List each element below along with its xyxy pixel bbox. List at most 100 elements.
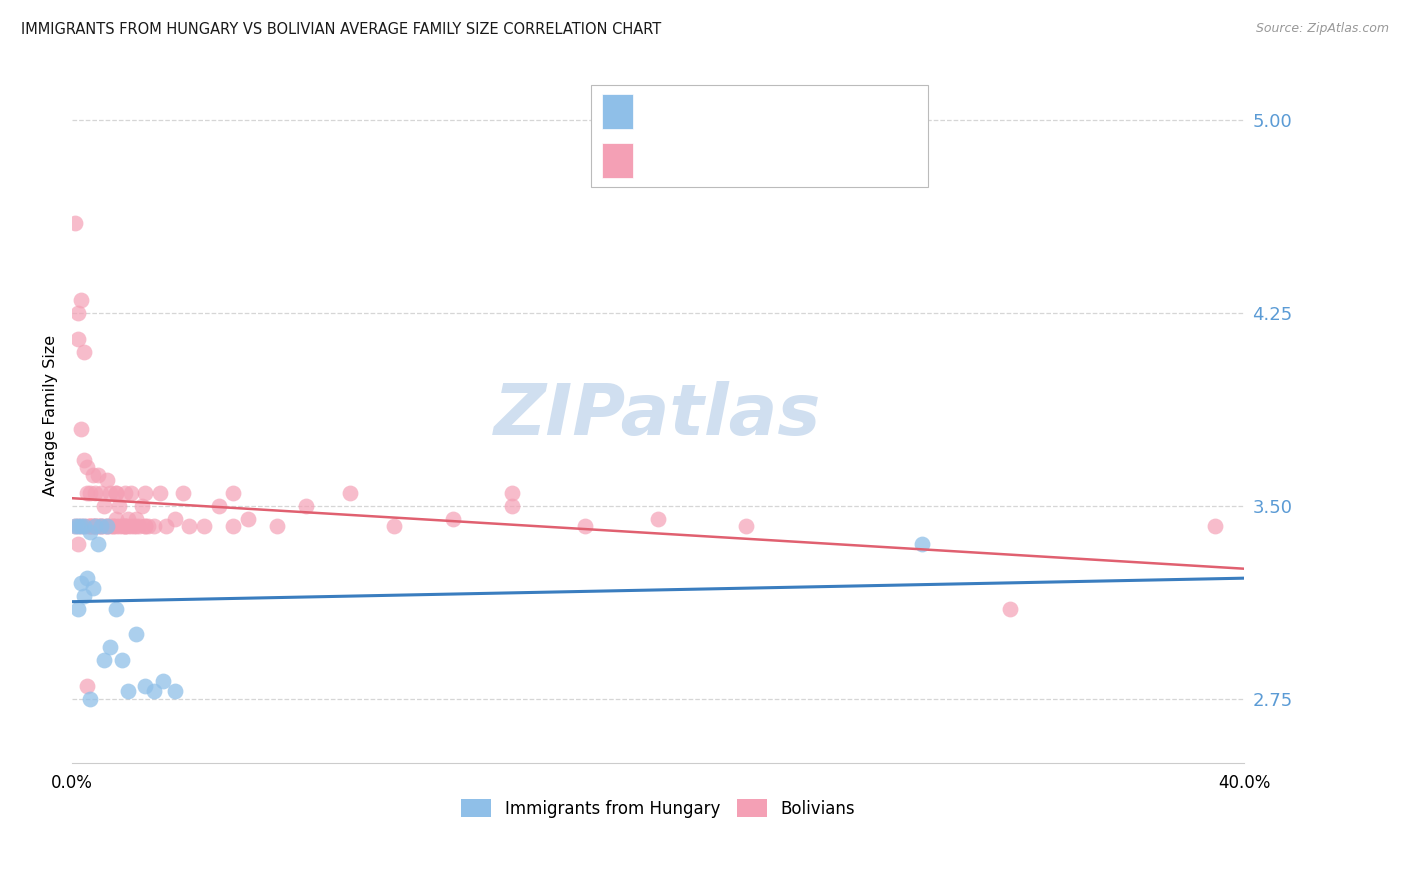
Point <box>93 519 115 533</box>
Point <box>735 519 758 533</box>
Point <box>79 524 101 539</box>
Point <box>125 519 148 533</box>
Point <box>574 519 596 533</box>
Point <box>382 519 405 533</box>
Point <box>104 601 127 615</box>
Text: Source: ZipAtlas.com: Source: ZipAtlas.com <box>1256 22 1389 36</box>
Point <box>87 519 110 533</box>
Point <box>82 468 104 483</box>
Point <box>73 589 96 603</box>
Point <box>117 512 139 526</box>
Point <box>98 640 121 655</box>
Point <box>134 519 156 533</box>
Point <box>63 519 86 533</box>
Point <box>73 519 96 533</box>
Point <box>98 519 121 533</box>
Point <box>76 679 98 693</box>
Point <box>998 601 1021 615</box>
Point <box>339 486 361 500</box>
Point <box>96 519 118 533</box>
Point <box>647 512 669 526</box>
Point <box>66 601 89 615</box>
Point <box>104 486 127 500</box>
Point <box>136 519 159 533</box>
Point <box>120 519 142 533</box>
Point <box>1204 519 1226 533</box>
Point <box>193 519 215 533</box>
Point <box>90 519 112 533</box>
Point <box>96 519 118 533</box>
Point <box>90 519 112 533</box>
Point <box>101 519 124 533</box>
Point <box>120 486 142 500</box>
Y-axis label: Average Family Size: Average Family Size <box>44 335 58 496</box>
Point <box>63 519 86 533</box>
Point <box>108 519 131 533</box>
Point <box>76 460 98 475</box>
Point <box>179 519 201 533</box>
Point <box>441 512 464 526</box>
Point <box>207 499 229 513</box>
Point <box>266 519 288 533</box>
Point <box>96 473 118 487</box>
Point <box>222 519 245 533</box>
Point <box>79 519 101 533</box>
Point <box>501 499 523 513</box>
Point <box>69 519 91 533</box>
Point <box>98 486 121 500</box>
Point <box>84 519 107 533</box>
Legend: Immigrants from Hungary, Bolivians: Immigrants from Hungary, Bolivians <box>454 792 862 824</box>
Point <box>69 293 91 307</box>
Point <box>66 332 89 346</box>
Point <box>66 537 89 551</box>
Point <box>131 499 153 513</box>
Point <box>295 499 318 513</box>
Point <box>143 519 166 533</box>
Point <box>76 571 98 585</box>
Point <box>222 486 245 500</box>
Point <box>93 653 115 667</box>
Text: R =: R = <box>647 103 683 120</box>
Point <box>82 519 104 533</box>
Point <box>114 519 136 533</box>
Point <box>163 512 186 526</box>
Point <box>117 684 139 698</box>
Point <box>66 519 89 533</box>
Text: 0.028: 0.028 <box>689 152 747 169</box>
Point <box>114 519 136 533</box>
Point <box>79 519 101 533</box>
Point <box>69 422 91 436</box>
Point <box>155 519 177 533</box>
Point <box>104 512 127 526</box>
Point <box>122 519 145 533</box>
Point <box>66 306 89 320</box>
Point <box>101 519 124 533</box>
Point <box>66 519 89 533</box>
Point <box>73 519 96 533</box>
Point <box>90 519 112 533</box>
Point <box>73 344 96 359</box>
Point <box>108 499 131 513</box>
Point <box>236 512 259 526</box>
Point <box>79 486 101 500</box>
Point <box>82 581 104 595</box>
Point <box>90 486 112 500</box>
Text: 26: 26 <box>794 103 817 120</box>
Point <box>69 519 91 533</box>
Point <box>73 452 96 467</box>
Point <box>111 653 134 667</box>
Point <box>501 486 523 500</box>
Point <box>152 673 174 688</box>
Point <box>87 519 110 533</box>
Text: IMMIGRANTS FROM HUNGARY VS BOLIVIAN AVERAGE FAMILY SIZE CORRELATION CHART: IMMIGRANTS FROM HUNGARY VS BOLIVIAN AVER… <box>21 22 661 37</box>
Point <box>163 684 186 698</box>
Point <box>76 486 98 500</box>
Point <box>172 486 194 500</box>
Point <box>79 691 101 706</box>
Text: N =: N = <box>749 103 797 120</box>
Text: N =: N = <box>749 152 797 169</box>
Point <box>134 519 156 533</box>
Point <box>111 519 134 533</box>
Point <box>911 537 934 551</box>
Point <box>84 519 107 533</box>
